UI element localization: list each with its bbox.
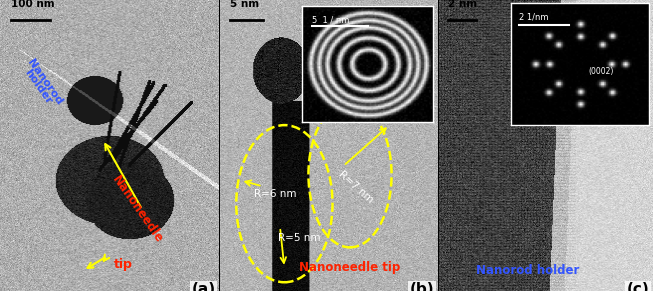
Text: R=7 nm: R=7 nm xyxy=(337,169,375,205)
Text: tip: tip xyxy=(114,258,133,271)
Text: 2 nm: 2 nm xyxy=(449,0,477,9)
Text: 100 nm: 100 nm xyxy=(11,0,55,9)
Text: (c): (c) xyxy=(626,282,649,291)
Text: (a): (a) xyxy=(191,282,215,291)
Text: Nanoneedle tip: Nanoneedle tip xyxy=(299,261,401,274)
Text: R=5 nm: R=5 nm xyxy=(278,233,321,243)
Text: R=6 nm: R=6 nm xyxy=(254,189,296,199)
Text: Nanorod holder: Nanorod holder xyxy=(476,264,580,277)
Text: 5 nm: 5 nm xyxy=(230,0,259,9)
Text: Nanoneedle: Nanoneedle xyxy=(110,173,166,246)
Text: (b): (b) xyxy=(410,282,434,291)
Text: Nanorod
holder: Nanorod holder xyxy=(18,57,65,111)
